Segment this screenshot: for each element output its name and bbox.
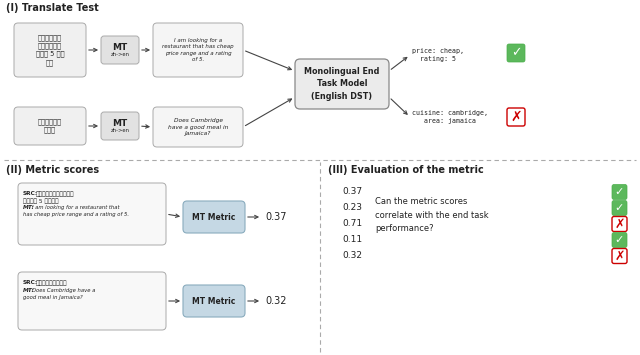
FancyBboxPatch shape <box>183 201 245 233</box>
Text: cuisine: cambridge,
   area: jamaica: cuisine: cambridge, area: jamaica <box>412 110 488 124</box>
Text: ✓: ✓ <box>511 47 521 60</box>
Text: ✗: ✗ <box>614 218 625 230</box>
Text: good meal in Jamaica?: good meal in Jamaica? <box>23 295 83 300</box>
FancyBboxPatch shape <box>14 23 86 77</box>
Text: has cheap price range and a rating of 5.: has cheap price range and a rating of 5. <box>23 212 129 217</box>
Text: ✗: ✗ <box>510 110 522 124</box>
Text: MT Metric: MT Metric <box>192 213 236 222</box>
FancyBboxPatch shape <box>612 233 627 247</box>
Text: MT: MT <box>113 43 127 51</box>
Text: 0.23: 0.23 <box>342 203 362 213</box>
Text: zh->en: zh->en <box>111 51 129 56</box>
Text: MT:: MT: <box>23 288 35 293</box>
FancyBboxPatch shape <box>18 183 166 245</box>
Text: I am looking for a restaurant that: I am looking for a restaurant that <box>32 205 120 210</box>
Text: price: cheap,
  rating: 5: price: cheap, rating: 5 <box>412 49 464 61</box>
Text: 剑桥有牙买加菜吗？: 剑桥有牙买加菜吗？ <box>36 280 67 285</box>
Text: ✓: ✓ <box>615 235 624 245</box>
Text: (I) Translate Test: (I) Translate Test <box>6 3 99 13</box>
FancyBboxPatch shape <box>507 108 525 126</box>
Text: 我正在寻找一家价格便宜: 我正在寻找一家价格便宜 <box>36 191 74 197</box>
Text: 0.37: 0.37 <box>265 212 287 222</box>
Text: ✗: ✗ <box>614 250 625 262</box>
FancyBboxPatch shape <box>507 44 525 62</box>
Text: I am looking for a
restaurant that has cheap
price range and a rating
of 5.: I am looking for a restaurant that has c… <box>162 38 234 62</box>
Text: (III) Evaluation of the metric: (III) Evaluation of the metric <box>328 165 484 175</box>
FancyBboxPatch shape <box>295 59 389 109</box>
Text: 0.37: 0.37 <box>342 187 362 197</box>
Text: 我正在寻找一
家价格便宜且
评分为 5 的餐
厅。: 我正在寻找一 家价格便宜且 评分为 5 的餐 厅。 <box>36 34 64 66</box>
FancyBboxPatch shape <box>183 285 245 317</box>
Text: ✓: ✓ <box>615 187 624 197</box>
Text: ✓: ✓ <box>615 203 624 213</box>
FancyBboxPatch shape <box>153 107 243 147</box>
Text: Can the metric scores
correlate with the end task
performance?: Can the metric scores correlate with the… <box>375 197 488 233</box>
Text: Does Cambridge have a: Does Cambridge have a <box>32 288 95 293</box>
Text: (II) Metric scores: (II) Metric scores <box>6 165 99 175</box>
FancyBboxPatch shape <box>18 272 166 330</box>
Text: MT Metric: MT Metric <box>192 296 236 306</box>
FancyBboxPatch shape <box>101 36 139 64</box>
Text: Does Cambridge
have a good meal in
Jamaica?: Does Cambridge have a good meal in Jamai… <box>168 118 228 136</box>
FancyBboxPatch shape <box>153 23 243 77</box>
Text: 剑桥有牙买加
菜吗？: 剑桥有牙买加 菜吗？ <box>38 119 62 133</box>
Text: 0.71: 0.71 <box>342 219 362 229</box>
Text: zh->en: zh->en <box>111 127 129 132</box>
FancyBboxPatch shape <box>612 217 627 231</box>
Text: SRC:: SRC: <box>23 191 38 196</box>
FancyBboxPatch shape <box>612 185 627 200</box>
Text: 0.32: 0.32 <box>342 251 362 261</box>
Text: MT: MT <box>113 119 127 127</box>
FancyBboxPatch shape <box>101 112 139 140</box>
Text: 且评分为 5 的餐厅。: 且评分为 5 的餐厅。 <box>23 198 58 204</box>
Text: MT:: MT: <box>23 205 35 210</box>
Text: 0.11: 0.11 <box>342 235 362 245</box>
FancyBboxPatch shape <box>612 201 627 215</box>
Text: 0.32: 0.32 <box>265 296 287 306</box>
FancyBboxPatch shape <box>14 107 86 145</box>
FancyBboxPatch shape <box>612 248 627 263</box>
Text: Monolingual End
Task Model
(English DST): Monolingual End Task Model (English DST) <box>304 67 380 101</box>
Text: SRC:: SRC: <box>23 280 38 285</box>
